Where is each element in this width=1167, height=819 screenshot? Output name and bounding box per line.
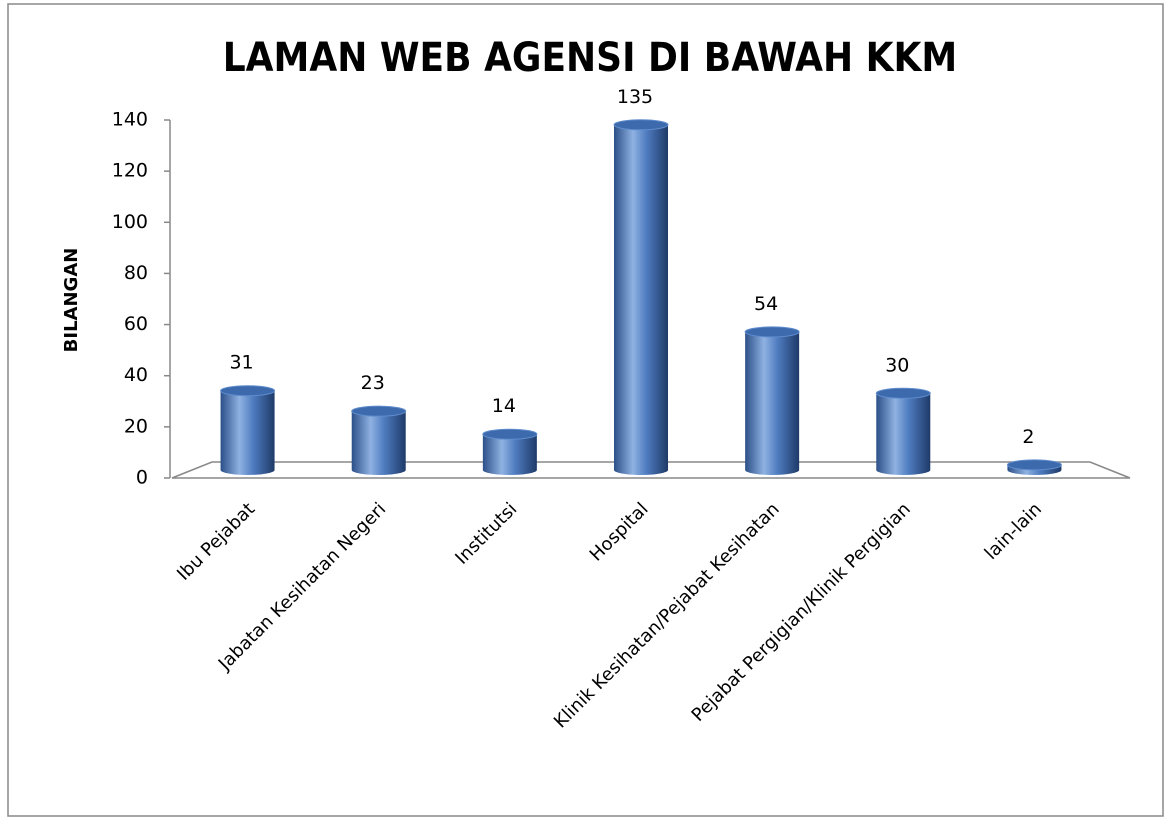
bar (614, 124, 668, 476)
bar (482, 434, 537, 475)
bar (351, 411, 406, 475)
value-label: 14 (492, 395, 516, 417)
y-tick-label: 0 (136, 467, 148, 489)
value-label: 2 (1022, 426, 1034, 448)
y-axis-label: BILANGAN (61, 248, 82, 353)
y-tick-label: 100 (112, 211, 148, 233)
y-tick-label: 60 (124, 313, 148, 335)
bar-top (351, 405, 407, 417)
bar-top (1006, 459, 1062, 471)
bar (876, 393, 931, 475)
value-label: 23 (361, 372, 385, 394)
y-tick-label: 20 (124, 415, 148, 437)
value-label: 31 (229, 352, 253, 374)
value-label: 30 (885, 354, 909, 376)
y-tick-label: 140 (112, 109, 148, 131)
chart-title: LAMAN WEB AGENSI DI BAWAH KKM (223, 35, 958, 81)
bar (220, 390, 275, 475)
y-tick-label: 40 (124, 364, 148, 386)
y-tick-label: 80 (124, 262, 148, 284)
bar-top (613, 119, 669, 131)
bar-top (220, 385, 276, 397)
bar-top (875, 387, 931, 399)
bar (745, 331, 800, 475)
chart-border (7, 3, 1164, 817)
bar-top (482, 428, 538, 440)
y-tick-label: 120 (112, 160, 148, 182)
value-label: 135 (617, 86, 653, 108)
bar-top (744, 326, 800, 338)
value-label: 54 (754, 293, 778, 315)
